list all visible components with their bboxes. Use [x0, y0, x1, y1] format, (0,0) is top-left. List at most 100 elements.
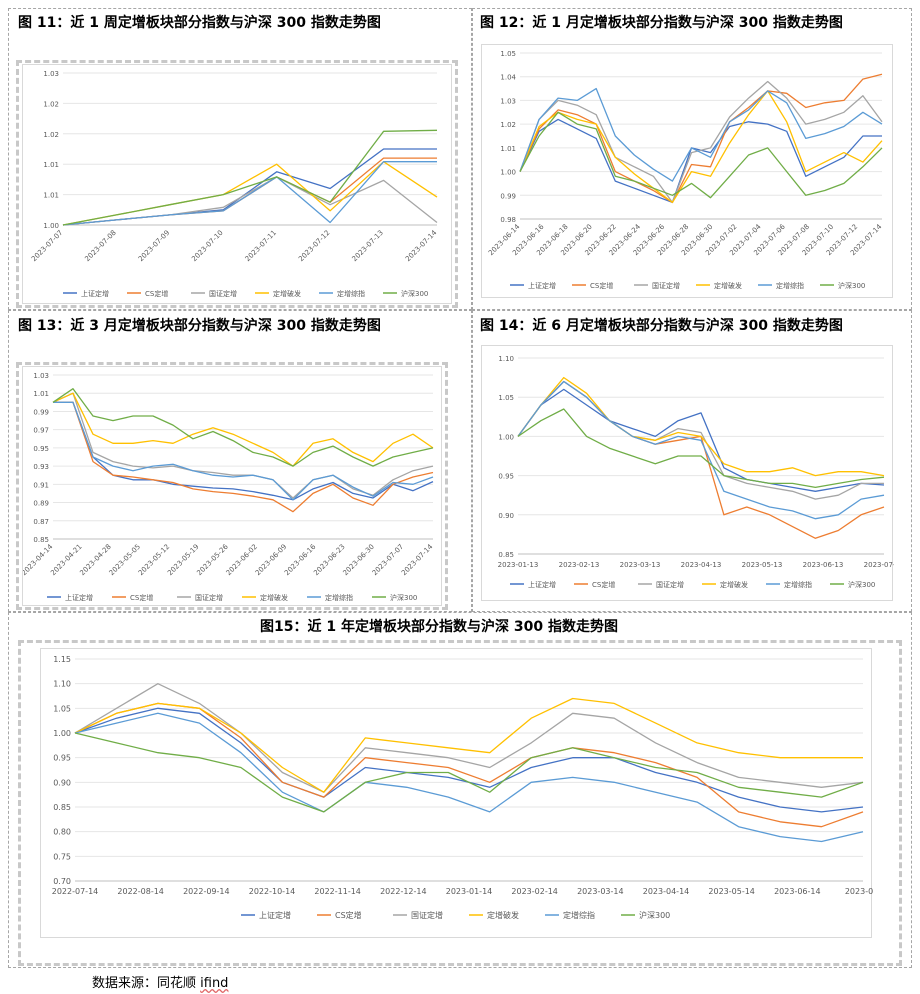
fig13-legend-label: 定增综指 — [325, 593, 353, 602]
fig11-series-line — [62, 176, 438, 226]
fig14-x-tick-label: 2023-01-13 — [498, 561, 539, 569]
fig11-y-tick-label: 1.00 — [43, 222, 59, 230]
fig14-series-line — [517, 388, 885, 492]
fig13-y-tick-label: 1.03 — [33, 372, 49, 380]
fig13-y-tick-label: 0.91 — [33, 481, 49, 489]
fig12-y-tick-label: 0.98 — [500, 216, 516, 224]
fig15-x-tick-label: 2023-06-14 — [774, 887, 821, 896]
figure-15-chart-area: 1.15 1.10 1.05 1.00 0.95 0.90 0.85 0.80 0.75 0.70… — [40, 648, 881, 938]
fig11-y-tick-label: 1.03 — [43, 70, 59, 78]
fig11-series-line — [62, 161, 437, 226]
fig15-x-tick-label: 2023-01-14 — [446, 887, 493, 896]
figure-14-panel — [472, 310, 912, 612]
fig12-series-line — [519, 111, 883, 199]
figure-15-title: 图15：近 1 年定增板块部分指数与沪深 300 指数走势图 — [260, 619, 618, 635]
fig13-legend-label: 沪深300 — [390, 593, 417, 602]
fig14-x-tick-label: 2023-02-13 — [559, 561, 600, 569]
fig11-legend-label: CS定增 — [145, 289, 168, 298]
fig14-y-tick-label: 1.00 — [498, 433, 514, 441]
figure-12-title: 图 12：近 1 月定增板块部分指数与沪深 300 指数走势图 — [480, 15, 843, 31]
data-source-label: 数据来源：同花顺 — [92, 976, 201, 991]
fig11-x-tick-label: 2023-07-09 — [137, 229, 171, 263]
fig14-series-line — [517, 380, 885, 520]
fig15-series-line — [74, 707, 864, 813]
fig13-y-tick-label: 0.97 — [33, 427, 49, 435]
fig15-legend-label: 定增破发 — [487, 910, 519, 920]
fig14-legend-label: 国证定增 — [656, 580, 684, 589]
fig12-legend-label: 沪深300 — [838, 281, 865, 290]
fig11-y-tick-label: 1.01 — [43, 192, 59, 200]
fig15-y-tick-label: 1.00 — [53, 729, 71, 738]
fig15-y-tick-label: 1.05 — [53, 704, 71, 713]
fig11-x-tick-label: 2023-07-10 — [190, 229, 224, 263]
fig13-series-line — [53, 401, 434, 501]
fig14-legend-label: 定增破发 — [720, 580, 748, 589]
fig11-series-line — [62, 129, 438, 226]
fig15-legend-label: 上证定增 — [259, 910, 291, 920]
fig14-x-tick-label: 2023-04-13 — [681, 561, 722, 569]
fig15-series-line — [74, 712, 864, 843]
fig15-x-tick-label: 2022-08-14 — [117, 887, 164, 896]
fig13-series-line — [53, 401, 434, 501]
fig15-y-tick-label: 0.85 — [53, 803, 71, 812]
fig13-legend-label: CS定增 — [130, 593, 153, 602]
figure-11-title: 图 11：近 1 周定增板块部分指数与沪深 300 指数走势图 — [18, 15, 381, 31]
fig11-x-tick-label: 2023-07-11 — [244, 229, 278, 263]
fig15-legend-label: 沪深300 — [639, 910, 670, 920]
fig11-y-tick-label: 1.01 — [43, 161, 59, 169]
fig15-y-tick-label: 1.15 — [53, 655, 71, 664]
fig12-y-tick-label: 0.99 — [500, 192, 516, 200]
data-source-brand: ifind — [200, 976, 229, 991]
fig13-y-tick-label: 1.01 — [33, 390, 49, 398]
fig12-legend-label: 定增综指 — [776, 281, 804, 290]
figure-13-chart: 1.03 1.01 0.99 0.97 0.95 0.93 0.91 0.89 0.87 0.85… — [20, 372, 435, 602]
fig13-y-tick-label: 0.95 — [33, 445, 49, 453]
fig15-x-tick-label: 2022-11-14 — [314, 887, 361, 896]
figure-14-chart: 1.10 1.05 1.00 0.95 0.90 0.85 2023-01-13 2023-0… — [498, 355, 905, 589]
fig12-y-tick-label: 1.00 — [500, 169, 516, 177]
fig15-x-tick-label: 2023-05-14 — [708, 887, 755, 896]
fig14-y-tick-label: 0.95 — [498, 473, 514, 481]
fig13-y-tick-label: 0.89 — [33, 500, 49, 508]
fig13-y-tick-label: 0.87 — [33, 518, 49, 526]
fig13-y-tick-label: 0.85 — [33, 536, 49, 544]
fig12-series-line — [519, 87, 883, 182]
fig15-series-line — [74, 732, 864, 813]
fig12-legend-label: 定增破发 — [714, 281, 742, 290]
fig14-x-tick-label: 2023-06-13 — [803, 561, 844, 569]
fig14-x-tick-label: 2023-07-13 — [864, 561, 894, 569]
fig15-y-tick-label: 0.70 — [53, 877, 71, 886]
fig15-y-tick-label: 0.75 — [53, 852, 71, 861]
fig13-x-tick-label: 2023-07-14 — [400, 542, 435, 577]
fig14-legend-label: 定增综指 — [784, 580, 812, 589]
fig12-legend-label: CS定增 — [590, 281, 613, 290]
fig15-legend-label: CS定增 — [335, 910, 362, 920]
fig15-x-tick-label: 2023-03-14 — [577, 887, 624, 896]
fig14-legend-label: CS定增 — [592, 580, 615, 589]
figure-14-chart-area: 1.10 1.05 1.00 0.95 0.90 0.85 2023-01-13 2023-0… — [481, 345, 905, 601]
fig13-series-line — [52, 392, 434, 499]
fig14-x-tick-label: 2023-05-13 — [742, 561, 783, 569]
fig12-y-tick-label: 1.01 — [500, 145, 516, 153]
fig15-legend-label: 定增综指 — [563, 910, 595, 920]
figure-13-panel — [8, 310, 472, 612]
figure-12-chart: 1.051.041.031.021.011.000.990.982023-06-… — [487, 50, 884, 290]
fig15-x-tick-label: 2022-12-14 — [380, 887, 427, 896]
fig15-x-tick-label: 2023-04-14 — [643, 887, 690, 896]
fig13-y-tick-label: 0.99 — [33, 408, 49, 416]
figure-11-chart-area: 1.03 1.02 1.02 1.01 1.01 1.00 2023-07-07 2023-0… — [22, 64, 452, 304]
figure-11-panel — [8, 8, 472, 310]
fig12-y-tick-label: 1.02 — [500, 121, 516, 129]
fig13-legend-label: 上证定增 — [65, 593, 93, 602]
fig15-y-tick-label: 0.90 — [53, 778, 71, 787]
fig12-legend-label: 上证定增 — [528, 281, 556, 290]
figure-13-title: 图 13：近 3 月定增板块部分指数与沪深 300 指数走势图 — [18, 318, 381, 334]
fig14-y-tick-label: 1.05 — [498, 394, 514, 402]
figure-12-chart-area: 1.05 1.04 1.03 1.02 1.01 1.00 0.99 0.98 2023-06-… — [481, 44, 893, 298]
fig15-x-tick-label: 2022-10-14 — [249, 887, 296, 896]
fig15-series-line — [74, 697, 863, 793]
fig14-y-tick-label: 0.90 — [498, 512, 514, 520]
fig14-series-line — [517, 408, 885, 489]
fig13-legend-label: 国证定增 — [195, 593, 223, 602]
